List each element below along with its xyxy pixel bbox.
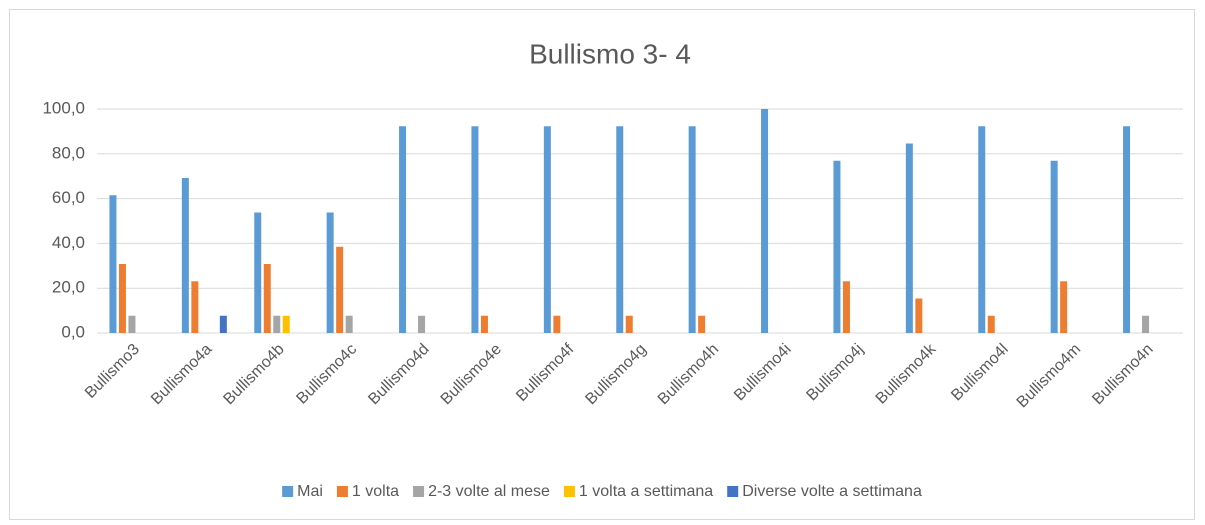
bar [553, 315, 561, 333]
bar [118, 264, 126, 333]
legend-swatch [727, 486, 739, 497]
legend-label: 1 volta a settimana [579, 483, 713, 500]
legend-swatch [282, 486, 294, 497]
chart-border [9, 9, 1195, 520]
bar [273, 315, 281, 333]
bar [326, 212, 334, 333]
bar [543, 126, 551, 333]
legend-swatch [413, 486, 425, 497]
legend-label: Mai [297, 483, 323, 500]
legend-label: 1 volta [352, 483, 399, 500]
bar [345, 315, 353, 333]
bar [1060, 281, 1068, 333]
bar [418, 315, 426, 333]
bar [471, 126, 479, 333]
bar [263, 264, 271, 333]
bar [987, 315, 995, 333]
bar [336, 246, 344, 333]
y-tick-label: 20,0 [52, 278, 85, 297]
bar [1142, 315, 1150, 333]
bar [109, 195, 117, 333]
bar [282, 315, 290, 333]
bar [191, 281, 199, 333]
bar [219, 315, 227, 333]
bar [1050, 160, 1058, 333]
bar [181, 177, 189, 333]
bar [625, 315, 633, 333]
y-tick-label: 0,0 [61, 322, 85, 341]
bar [616, 126, 624, 333]
bar [128, 315, 136, 333]
bar [833, 160, 841, 333]
bar [688, 126, 696, 333]
bar [905, 143, 913, 333]
legend-swatch [563, 486, 575, 497]
y-tick-label: 60,0 [52, 188, 85, 207]
bar [698, 315, 706, 333]
bar [978, 126, 986, 333]
legend-label: Diverse volte a settimana [742, 483, 922, 500]
y-tick-label: 100,0 [42, 98, 85, 117]
legend-label: 2-3 volte al mese [428, 483, 550, 500]
bar [842, 281, 850, 333]
y-tick-label: 40,0 [52, 233, 85, 252]
bar [480, 315, 488, 333]
bar [1123, 126, 1131, 333]
y-tick-label: 80,0 [52, 143, 85, 162]
bar [254, 212, 262, 333]
legend-swatch [336, 486, 348, 497]
chart-title: Bullismo 3- 4 [529, 38, 691, 69]
bar [399, 126, 407, 333]
bar [761, 109, 769, 333]
bar [915, 298, 923, 333]
